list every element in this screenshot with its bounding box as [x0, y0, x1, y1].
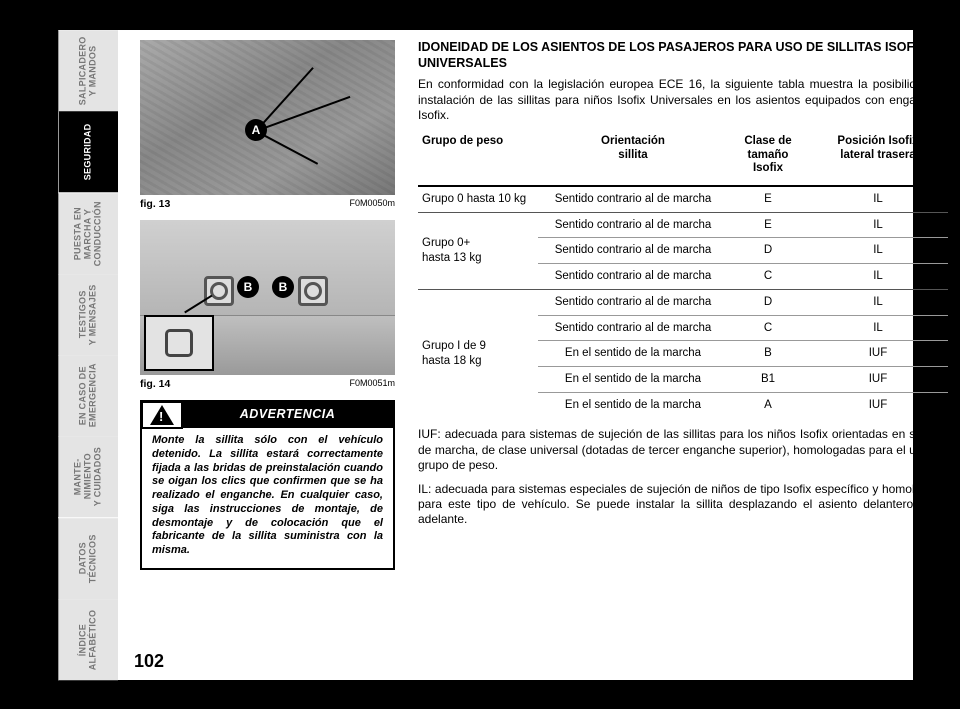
figure-13: A fig. 13 F0M0050m	[140, 40, 395, 210]
figure-14-caption: fig. 14	[140, 378, 170, 390]
table-row: Grupo I de 9hasta 18 kgSentido contrario…	[418, 289, 948, 315]
th-orientation: Orientaciónsillita	[538, 131, 728, 186]
marker-a: A	[245, 119, 267, 141]
figure-13-image: A	[140, 40, 395, 195]
group-label: Grupo 0 hasta 10 kg	[418, 186, 538, 212]
marker-b-1: B	[237, 276, 259, 298]
section-intro: En conformidad con la legislación europe…	[418, 77, 948, 123]
cell-position: IL	[808, 264, 948, 290]
right-column: IDONEIDAD DE LOS ASIENTOS DE LOS PASAJER…	[418, 40, 948, 536]
figure-14-inset	[144, 315, 214, 371]
tab-seguridad: SEGURIDAD	[58, 111, 118, 192]
figure-13-caption: fig. 13	[140, 198, 170, 210]
th-position: Posición Isofixlateral trasera	[808, 131, 948, 186]
figure-14-code: F0M0051m	[349, 378, 395, 390]
note-iuf: IUF: adecuada para sistemas de sujeción …	[418, 427, 948, 473]
watermark: carmanualsonline.info	[780, 685, 942, 703]
warning-body: Monte la sillita sólo con el vehículo de…	[142, 428, 393, 568]
figure-13-code: F0M0050m	[349, 198, 395, 210]
th-group: Grupo de peso	[418, 131, 538, 186]
cell-size: B	[728, 341, 808, 367]
page-number: 102	[134, 651, 164, 672]
cell-size: E	[728, 212, 808, 238]
cell-size: D	[728, 238, 808, 264]
figure-14-image: B B	[140, 220, 395, 375]
cell-position: IL	[808, 315, 948, 341]
group-label: Grupo 0+hasta 13 kg	[418, 212, 538, 289]
cell-orientation: Sentido contrario al de marcha	[538, 186, 728, 212]
section-tabs: SALPICADEROY MANDOS SEGURIDAD PUESTA ENM…	[58, 30, 118, 680]
cell-position: IUF	[808, 367, 948, 393]
table-row: Grupo 0+hasta 13 kgSentido contrario al …	[418, 212, 948, 238]
cell-position: IL	[808, 238, 948, 264]
left-column: A fig. 13 F0M0050m B B fig. 14 F0M0051m	[140, 40, 395, 570]
cell-orientation: Sentido contrario al de marcha	[538, 212, 728, 238]
section-heading: IDONEIDAD DE LOS ASIENTOS DE LOS PASAJER…	[418, 40, 948, 71]
group-label: Grupo I de 9hasta 18 kg	[418, 289, 538, 417]
cell-position: IL	[808, 212, 948, 238]
cell-position: IUF	[808, 341, 948, 367]
table-row: Grupo 0 hasta 10 kgSentido contrario al …	[418, 186, 948, 212]
tab-mantenimiento: MANTE-NIMIENTOY CUIDADOS	[58, 436, 118, 517]
cell-orientation: Sentido contrario al de marcha	[538, 264, 728, 290]
cell-position: IL	[808, 186, 948, 212]
marker-b-2: B	[272, 276, 294, 298]
tab-datos-tecnicos: DATOSTÉCNICOS	[58, 518, 118, 599]
cell-position: IL	[808, 289, 948, 315]
cell-size: C	[728, 315, 808, 341]
cell-orientation: Sentido contrario al de marcha	[538, 315, 728, 341]
th-size: Clase detamañoIsofix	[728, 131, 808, 186]
tab-puesta-en-marcha: PUESTA ENMARCHA YCONDUCCIÓN	[58, 193, 118, 274]
cell-size: D	[728, 289, 808, 315]
cell-size: A	[728, 392, 808, 417]
figure-14: B B fig. 14 F0M0051m	[140, 220, 395, 390]
warning-title: ADVERTENCIA	[182, 402, 393, 428]
manual-page: SALPICADEROY MANDOS SEGURIDAD PUESTA ENM…	[58, 30, 913, 680]
tab-testigos: TESTIGOSY MENSAJES	[58, 274, 118, 355]
cell-orientation: En el sentido de la marcha	[538, 341, 728, 367]
warning-icon: !	[141, 401, 183, 429]
tab-emergencia: EN CASO DEEMERGENCIA	[58, 355, 118, 436]
cell-size: C	[728, 264, 808, 290]
cell-size: E	[728, 186, 808, 212]
tab-salpicadero: SALPICADEROY MANDOS	[58, 30, 118, 111]
warning-box: ! ADVERTENCIA Monte la sillita sólo con …	[140, 400, 395, 570]
cell-size: B1	[728, 367, 808, 393]
tab-indice: ÍNDICEALFABÉTICO	[58, 599, 118, 680]
cell-orientation: En el sentido de la marcha	[538, 392, 728, 417]
cell-orientation: Sentido contrario al de marcha	[538, 238, 728, 264]
cell-position: IUF	[808, 392, 948, 417]
cell-orientation: Sentido contrario al de marcha	[538, 289, 728, 315]
cell-orientation: En el sentido de la marcha	[538, 367, 728, 393]
isofix-table: Grupo de peso Orientaciónsillita Clase d…	[418, 131, 948, 417]
note-il: IL: adecuada para sistemas especiales de…	[418, 482, 948, 528]
